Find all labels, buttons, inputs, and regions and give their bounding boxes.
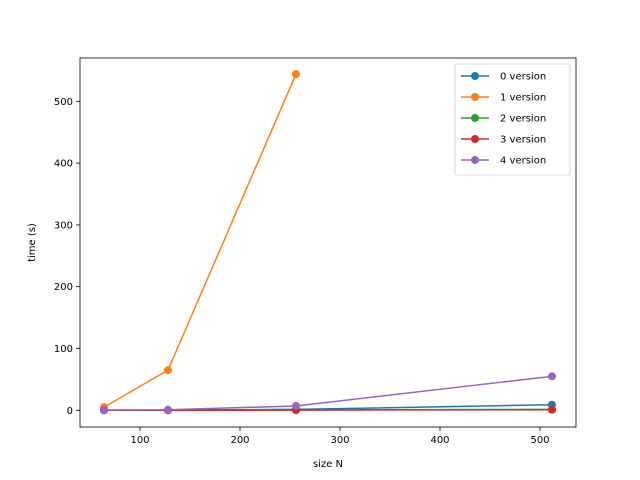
y-tick-label: 300	[54, 220, 73, 231]
legend-label: 2 version	[500, 114, 546, 125]
y-tick-label: 400	[54, 159, 73, 170]
legend-marker	[471, 135, 479, 143]
x-tick-label: 400	[430, 435, 449, 446]
y-tick-label: 0	[67, 406, 73, 417]
x-axis: 100 200 300 400 500	[130, 427, 550, 446]
legend-label: 0 version	[500, 72, 546, 83]
x-tick-label: 500	[530, 435, 549, 446]
legend-label: 1 version	[500, 93, 546, 104]
legend-item: 4 version	[461, 156, 546, 167]
data-point	[100, 406, 108, 415]
axes-frame	[79, 57, 577, 428]
legend-marker	[471, 72, 479, 80]
data-point	[548, 405, 556, 414]
data-point	[292, 401, 300, 410]
y-tick-label: 500	[54, 97, 73, 108]
y-axis-label: time (s)	[27, 223, 38, 262]
x-tick-label: 300	[330, 435, 349, 446]
x-tick-label: 100	[130, 435, 149, 446]
x-tick-label: 200	[230, 435, 249, 446]
data-point	[164, 405, 172, 414]
y-tick-label: 200	[54, 282, 73, 293]
legend-item: 3 version	[461, 135, 546, 146]
series-layer	[100, 70, 556, 415]
legend-item: 1 version	[461, 93, 546, 104]
data-point	[164, 366, 172, 375]
legend-label: 3 version	[500, 135, 546, 146]
y-tick-label: 100	[54, 344, 73, 355]
legend-marker	[471, 156, 479, 164]
data-point	[292, 70, 300, 79]
x-axis-label: size N	[313, 459, 343, 470]
legend-item: 2 version	[461, 114, 546, 125]
legend-marker	[471, 114, 479, 122]
legend: 0 version 1 version 2 version 3 version 4 ve…	[454, 63, 571, 176]
series-4	[100, 372, 556, 415]
y-axis: 0 100 200 300 400 500	[54, 97, 80, 417]
legend-marker	[471, 93, 479, 101]
series-line	[103, 375, 553, 411]
data-point	[548, 372, 556, 381]
legend-item: 0 version	[461, 72, 546, 83]
legend-box	[454, 63, 571, 176]
legend-label: 4 version	[500, 156, 546, 167]
